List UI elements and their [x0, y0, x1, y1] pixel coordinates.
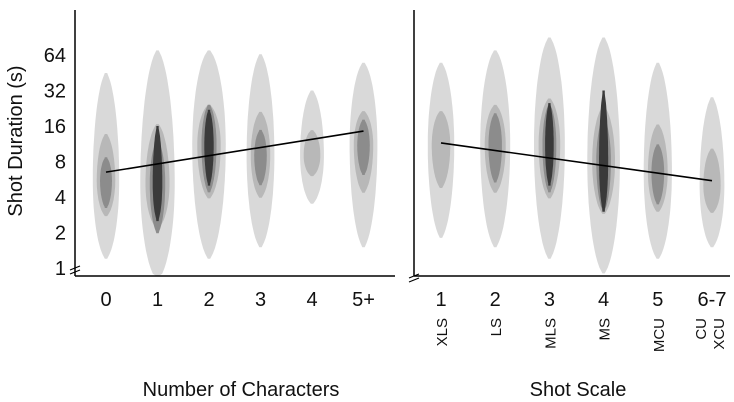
right-x-sublabel: MCU [651, 318, 668, 352]
right-density-2-level-3 [488, 113, 502, 183]
right-x-tick-labels: 1 2 3 4 5 6-7 [435, 289, 726, 311]
right-x-sublabel: MLS [542, 318, 559, 349]
right-x-tick-label: 5 [652, 289, 663, 311]
right-x-tick-label: 3 [544, 289, 555, 311]
left-x-tick-label: 1 [152, 289, 163, 311]
left-y-tick-label: 32 [44, 81, 66, 103]
left-x-tick-labels: 0 1 2 3 4 5+ [100, 289, 374, 311]
left-density-2-level-4 [204, 109, 214, 186]
right-trend-line [440, 142, 713, 182]
right-x-axis-title: Shot Scale [530, 379, 627, 401]
left-x-tick-label: 5+ [352, 289, 375, 311]
right-density-6-7-level-2 [703, 148, 721, 213]
left-density-layer [92, 50, 378, 277]
right-x-sublabel: CU [693, 318, 710, 340]
left-density-4-level-2 [303, 130, 321, 177]
right-x-sublabel: XCU [711, 318, 728, 350]
right-x-tick-label: 1 [435, 289, 446, 311]
right-x-sublabels: XLS LS MLS MS MCU CU XCU [434, 318, 728, 352]
left-x-tick-label: 0 [100, 289, 111, 311]
right-density-4-level-4 [599, 90, 609, 212]
left-x-tick-label: 2 [203, 289, 214, 311]
left-y-tick-label: 2 [55, 223, 66, 245]
left-y-axis-title: Shot Duration (s) [5, 65, 27, 216]
left-y-tick-labels: 1 2 4 8 16 32 64 [44, 45, 66, 280]
left-y-tick-label: 4 [55, 187, 66, 209]
left-density-1-level-4 [152, 126, 163, 222]
left-density-3-level-3 [254, 129, 267, 186]
right-x-sublabel: LS [488, 318, 505, 336]
left-trend-line [105, 130, 364, 173]
right-x-tick-label: 2 [490, 289, 501, 311]
left-x-tick-label: 4 [306, 289, 317, 311]
left-y-tick-label: 8 [55, 152, 66, 174]
left-y-tick-label: 16 [44, 116, 66, 138]
right-x-sublabel: XLS [434, 318, 451, 346]
left-panel: 1 2 4 8 16 32 64 0 1 2 3 4 5+ Shot Duration (s) Num… [5, 10, 395, 401]
left-density-5+-level-3 [357, 119, 370, 175]
right-axis-break-icon [408, 273, 420, 283]
right-x-tick-label: 4 [598, 289, 609, 311]
left-axis-break-icon [69, 265, 81, 275]
right-panel: 1 2 3 4 5 6-7 XLS LS MLS MS MCU CU XCU Shot Scale [408, 10, 730, 401]
left-density-0-level-3 [100, 157, 112, 208]
right-density-5-level-3 [651, 144, 665, 205]
left-y-tick-label: 1 [55, 258, 66, 280]
right-x-sublabel: MS [597, 318, 614, 341]
left-y-tick-label: 64 [44, 45, 66, 67]
right-density-layer [427, 37, 725, 274]
right-x-tick-label: 6-7 [698, 289, 727, 311]
left-x-axis-title: Number of Characters [143, 379, 340, 401]
right-density-3-level-4 [545, 103, 554, 186]
right-density-1-level-2 [431, 111, 451, 188]
left-x-tick-label: 3 [255, 289, 266, 311]
